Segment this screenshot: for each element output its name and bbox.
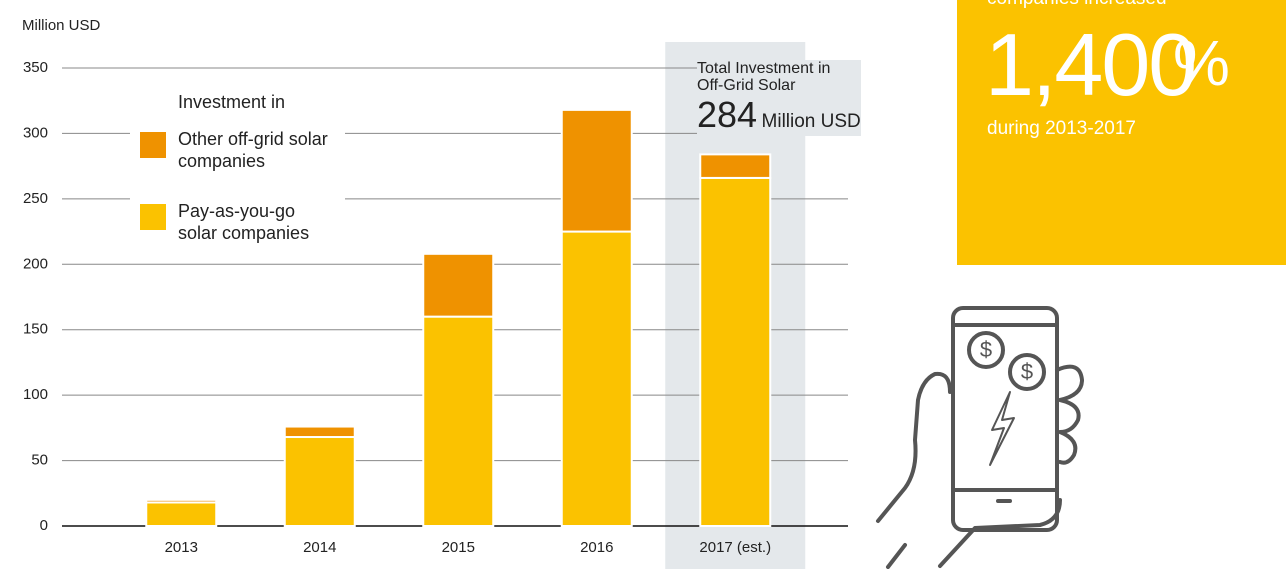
legend-swatch — [140, 132, 166, 158]
legend-title: Investment in — [178, 92, 286, 112]
y-tick-label: 200 — [23, 255, 48, 272]
y-tick-label: 150 — [23, 321, 48, 338]
icon-symbol: $ — [980, 337, 992, 362]
y-tick-label: 250 — [23, 190, 48, 207]
x-tick-label: 2015 — [442, 539, 475, 556]
callout: companies increased 1,400 % during 2013-… — [957, 0, 1286, 265]
x-tick-label: 2013 — [165, 539, 198, 556]
annotation: Total Investment in Off-Grid Solar 284 M… — [697, 60, 861, 136]
annotation-value: 284 — [697, 94, 758, 135]
bar-segment — [560, 108, 633, 233]
legend-swatch — [140, 204, 166, 230]
bar-segment — [560, 230, 633, 527]
x-tick-label: 2016 — [580, 539, 613, 556]
y-axis-label: Million USD — [22, 17, 101, 34]
bar-segment — [422, 315, 495, 527]
bar-segment — [283, 425, 356, 439]
bar-segment — [283, 436, 356, 528]
legend: Investment in Other off-grid solar compa… — [130, 88, 345, 258]
callout-suffix: % — [1173, 27, 1230, 99]
legend-label: Other off-grid solar companies — [178, 129, 328, 171]
bar-segment — [145, 501, 218, 527]
bar-segment — [699, 153, 772, 179]
annotation-title: Total Investment in Off-Grid Solar — [697, 60, 831, 94]
y-tick-label: 0 — [40, 517, 48, 534]
y-tick-label: 100 — [23, 386, 48, 403]
callout-text: during 2013-2017 — [987, 118, 1136, 139]
bar-segment — [422, 252, 495, 318]
x-tick-label: 2017 (est.) — [699, 539, 771, 556]
y-tick-label: 350 — [23, 59, 48, 76]
y-tick-label: 300 — [23, 124, 48, 141]
icon-symbol: $ — [1021, 359, 1033, 384]
callout-number: 1,400 — [985, 15, 1197, 114]
callout-text: companies increased — [987, 0, 1167, 10]
x-tick-label: 2014 — [303, 539, 336, 556]
bar-segment — [145, 498, 218, 504]
bar-segment — [699, 176, 772, 527]
phone-icon — [876, 306, 1084, 569]
y-tick-label: 50 — [31, 452, 48, 469]
legend-label: Pay-as-you-go solar companies — [178, 201, 310, 243]
annotation-unit: Million USD — [761, 111, 861, 132]
